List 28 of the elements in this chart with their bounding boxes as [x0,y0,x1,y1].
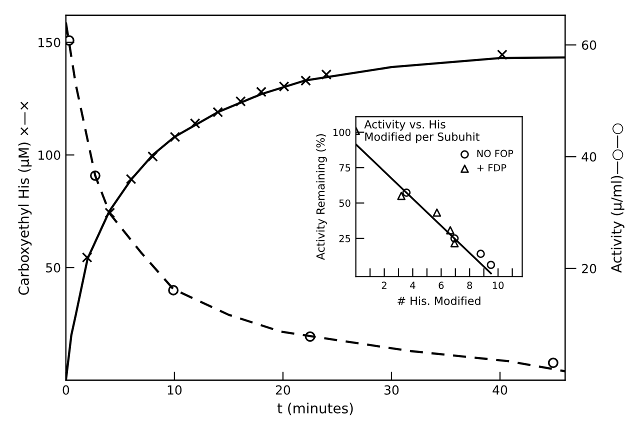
y-tick-label: 50 [46,263,60,272]
x-tick-label: 10 [168,385,182,395]
y-tick-label: 25 [339,234,350,242]
y2-axis-title: Activity (μ/ml)—○—○ [610,123,624,273]
y-tick-label: 100 [333,128,350,136]
y2-tick-label: 60 [582,40,596,50]
x-tick-label: 4 [410,282,416,289]
y-tick-label: 100 [38,150,60,160]
x-tick-label: 20 [276,385,290,395]
y-tick-label: 50 [339,199,350,207]
x-tick-label: 40 [492,385,508,395]
legend-label: NO FOP [477,150,514,158]
y-axis-title: Carboxyethyl His (μM) ×—× [18,102,32,295]
text: Activity vs. His Modified per Subuhit [364,120,480,144]
x-tick-label: 10 [492,282,504,290]
y2-tick-label: 40 [582,152,596,162]
legend-label: + FDP [477,164,506,172]
y2-tick-label: 20 [582,264,596,274]
y-tick-label: 150 [38,38,60,48]
x-axis-title: # His. Modified [398,296,480,306]
x-axis-title: t (minutes) [277,402,353,416]
y-tick-label: 75 [339,164,350,172]
x-tick-label: 0 [62,385,70,395]
y-axis-title: Activity Remaining (%) [316,134,327,260]
x-tick-label: 8 [467,282,472,290]
x-tick-label: 30 [384,385,399,395]
x-tick-label: 2 [382,282,386,289]
x-tick-label: 6 [438,282,444,290]
